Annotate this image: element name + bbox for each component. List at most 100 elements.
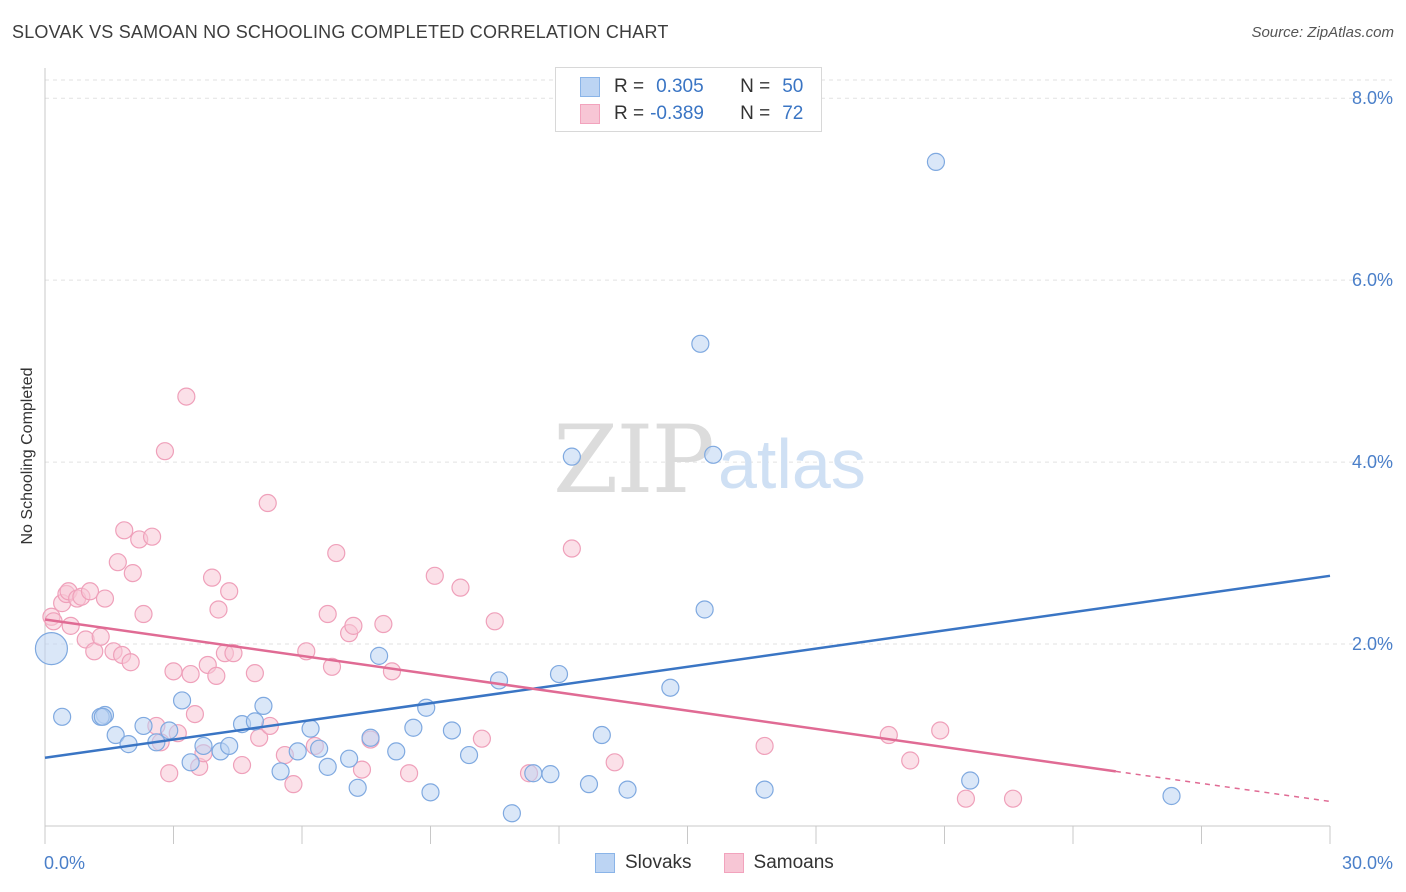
samoans-legend-swatch [723,853,744,873]
slovaks-point [695,600,714,619]
slovaks-point [562,447,581,466]
samoans-point [160,764,179,783]
slovaks-point [442,721,462,740]
slovaks-point [254,696,273,716]
samoans-point [451,578,470,597]
slovaks-trend-line [44,574,1331,760]
samoans-points [42,387,1023,808]
slovaks-point [704,445,723,464]
legend-item-samoans: Samoans [723,852,834,874]
y-tick-label: 2.0% [1352,634,1393,654]
samoans-point [123,563,142,583]
samoans-point [284,775,303,794]
y-tick-label: 6.0% [1352,270,1393,290]
samoans-point [472,729,491,748]
slovaks-point [93,707,112,726]
slovaks-point [318,757,337,776]
slovaks-point [301,719,320,738]
samoans-point [322,657,342,676]
r-value: 0.305 [656,76,704,97]
slovaks-point [361,728,380,747]
legend-row-samoans: R = -0.389 N = 72 [580,102,803,126]
slovaks-point [961,771,980,790]
slovaks-swatch [580,77,600,97]
samoans-point [164,662,183,681]
samoans-point [605,753,624,772]
samoans-legend-label: Samoans [753,852,834,873]
samoans-point [91,627,110,646]
slovaks-point [579,775,599,794]
slovaks-points [34,152,1181,823]
samoans-point [382,662,402,681]
tick-labels: 2.0% 4.0% 6.0% 8.0% 0.0% 30.0% [44,88,1393,873]
slovaks-point [271,762,290,781]
samoans-point [80,582,100,601]
series-legend: Slovaks Samoans [595,852,866,874]
samoans-point [956,789,976,808]
y-tick-label: 8.0% [1352,88,1393,108]
chart-title: SLOVAK VS SAMOAN NO SCHOOLING COMPLETED … [12,22,669,42]
slovaks-point [459,745,479,765]
slovaks-point [755,780,774,799]
samoans-point [327,543,346,563]
samoans-point [209,600,228,619]
r-label: R = [614,103,645,124]
samoans-point [220,582,239,601]
x-tick-label-min: 0.0% [44,853,85,873]
samoans-point [177,387,196,406]
slovaks-point [387,742,406,761]
samoans-point [181,664,200,684]
slovaks-point [549,664,569,684]
n-label: N = [740,76,771,97]
slovaks-point [34,631,69,666]
n-label: N = [740,103,771,124]
samoans-point [344,616,363,635]
samoans-trend-line [44,618,1117,773]
samoans-point [185,704,205,724]
samoans-point [399,764,419,783]
slovaks-point [53,707,72,726]
slovaks-legend-label: Slovaks [625,852,692,873]
gridlines [45,79,1392,645]
trend-lines [44,574,1331,803]
slovaks-point [172,691,192,710]
slovaks-point [245,712,264,731]
axes [44,68,1331,844]
n-value: 72 [782,103,804,124]
samoans-point [61,616,80,635]
samoans-point [425,566,444,585]
slovaks-point [194,736,213,756]
slovaks-point [1162,786,1181,806]
slovaks-legend-swatch [595,853,615,873]
slovaks-point [926,152,946,171]
slovaks-point [160,721,179,740]
samoans-point [115,521,134,540]
slovaks-point [181,753,200,772]
slovaks-point [421,783,440,802]
samoans-trend-extension [1115,770,1331,803]
slovaks-point [661,678,680,697]
samoans-point [155,442,175,461]
slovaks-point [541,765,560,784]
legend-row-slovaks: R = 0.305 N = 50 [580,75,803,99]
samoans-point [352,760,372,779]
samoans-point [142,527,162,546]
samoans-point [224,644,243,663]
samoans-point [318,604,337,624]
samoans-point [485,612,504,631]
samoans-point [108,553,127,572]
slovaks-point [370,646,389,665]
slovaks-point [524,764,543,783]
slovaks-point [489,671,509,690]
samoans-point [374,614,393,634]
slovaks-point [310,739,329,758]
samoans-point [258,493,277,513]
slovaks-point [134,716,153,736]
correlation-legend: R = 0.305 N = 50 R = -0.389 N = 72 [555,67,822,132]
watermark-atlas: atlas [718,425,866,503]
samoans-point [232,755,252,775]
samoans-point [1003,789,1023,808]
n-value: 50 [782,76,804,97]
y-tick-label: 4.0% [1352,452,1393,472]
